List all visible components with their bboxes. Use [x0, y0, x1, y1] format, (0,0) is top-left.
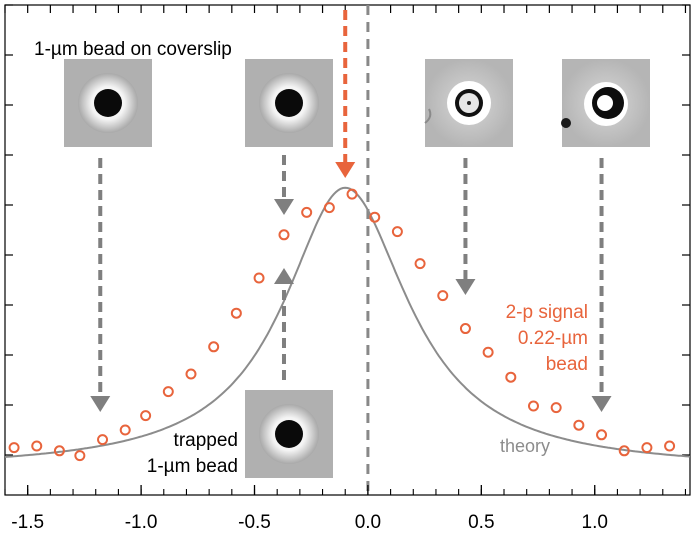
theory-layer [4, 186, 691, 458]
arrow-bead-2-head [273, 199, 294, 215]
signal-point [346, 188, 358, 200]
signal-point [140, 410, 152, 422]
x-tick-label: -0.5 [238, 512, 271, 533]
signal-point [185, 368, 197, 380]
signal-label-line1: 2-p signal [506, 302, 588, 323]
arrow-peak-head [335, 162, 356, 178]
signal-point [230, 307, 242, 319]
signal-point [641, 442, 653, 454]
signal-point [323, 202, 335, 214]
signal-point [253, 272, 265, 284]
trapped-bead-image [245, 390, 333, 478]
arrow-bead-1-head [90, 396, 111, 412]
bead-image-3 [424, 59, 513, 147]
signal-label-line2: 0.22-µm [518, 328, 588, 349]
trapped-label-line1: trapped [174, 430, 238, 451]
signal-point [437, 290, 449, 302]
signal-point [505, 371, 517, 383]
signal-point [664, 440, 676, 452]
signal-point [527, 400, 539, 412]
signal-point [550, 402, 562, 414]
coverslip-label: 1-µm bead on coverslip [34, 39, 232, 60]
signal-point [208, 341, 220, 353]
signal-point [414, 258, 426, 270]
signal-point [31, 440, 43, 452]
bead-image-2 [245, 59, 333, 147]
arrow-bead-3-head [455, 279, 476, 295]
arrow-trapped-head [273, 268, 294, 284]
signal-point [596, 429, 608, 441]
signal-point [278, 229, 290, 241]
plot-border [4, 4, 691, 496]
signal-point [369, 211, 381, 223]
signal-point [53, 445, 65, 457]
plot-frame [4, 4, 691, 496]
bead-image-1 [64, 59, 152, 147]
signal-point [459, 323, 471, 335]
theory-label: theory [500, 436, 550, 456]
signal-label-line3: bead [546, 354, 588, 375]
arrow-bead-4-head [591, 396, 612, 412]
signal-point [8, 442, 20, 454]
signal-point [573, 419, 585, 431]
bead-image-4 [561, 59, 650, 147]
signal-point [391, 226, 403, 238]
signal-point [301, 206, 313, 218]
x-tick-label: -1.5 [11, 512, 44, 533]
signal-point [74, 450, 86, 462]
signal-point [618, 445, 630, 457]
arrows-layer [90, 10, 612, 412]
signal-point [97, 434, 109, 446]
x-tick-label: -1.0 [125, 512, 158, 533]
signal-point [162, 386, 174, 398]
signal-points [8, 188, 676, 462]
x-tick-label: 0.5 [468, 512, 494, 533]
signal-point [119, 424, 131, 436]
theory-curve [4, 186, 691, 458]
signal-point [482, 346, 494, 358]
x-axis-ticks: -1.5 -1.0 -0.5 0.0 0.5 1.0 [4, 485, 687, 533]
x-tick-label: 1.0 [582, 512, 608, 533]
trapped-label-line2: 1-µm bead [147, 456, 238, 477]
x-tick-label: 0.0 [355, 512, 381, 533]
bead-images [64, 59, 650, 478]
